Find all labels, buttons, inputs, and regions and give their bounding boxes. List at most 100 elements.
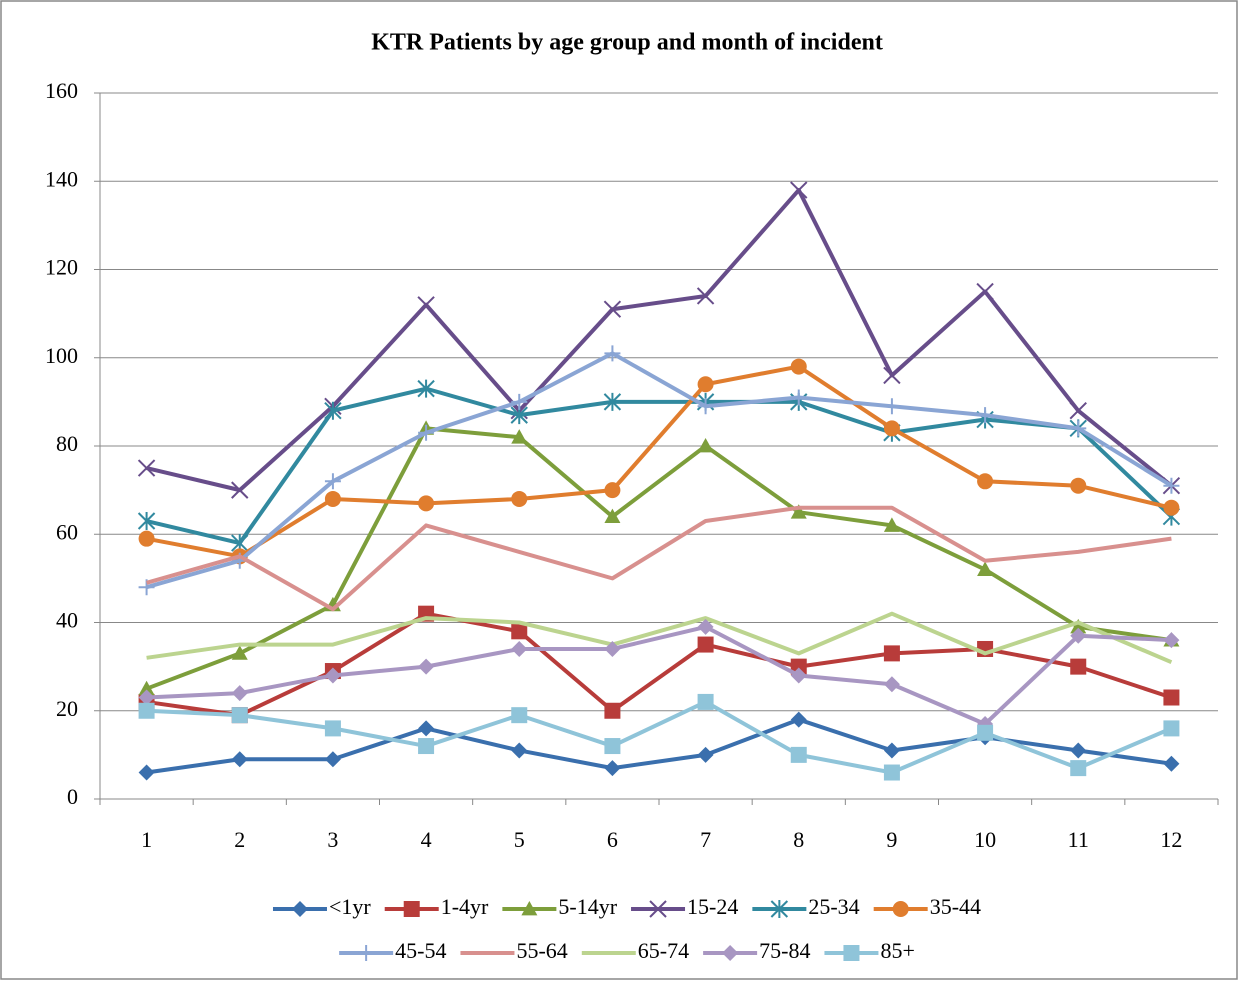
- marker: [1163, 755, 1180, 772]
- marker: [883, 398, 900, 415]
- marker: [417, 296, 435, 314]
- marker: [511, 393, 528, 410]
- y-tick-label: 60: [56, 519, 78, 544]
- series-line: [146, 351, 1173, 590]
- marker: [790, 504, 807, 519]
- marker: [697, 618, 714, 635]
- legend-label: 65-74: [638, 938, 689, 963]
- marker: [1070, 420, 1087, 437]
- marker: [977, 724, 994, 741]
- marker: [790, 746, 807, 763]
- marker: [790, 667, 807, 684]
- marker: [1070, 627, 1087, 644]
- marker: [604, 702, 621, 719]
- marker: [603, 392, 622, 411]
- marker: [138, 680, 155, 696]
- series-line: [146, 611, 1173, 665]
- marker: [138, 530, 155, 547]
- marker: [511, 490, 528, 507]
- marker: [843, 945, 860, 961]
- legend-label: 15-24: [687, 894, 738, 919]
- marker: [137, 459, 156, 477]
- marker: [418, 658, 435, 675]
- y-tick-label: 160: [45, 78, 78, 103]
- legend-item: 55-64: [460, 938, 568, 963]
- legend-label: 25-34: [808, 894, 859, 919]
- legend-item: 75-84: [703, 938, 810, 963]
- marker: [604, 345, 621, 362]
- marker: [790, 358, 807, 375]
- marker: [883, 676, 900, 693]
- marker: [138, 689, 155, 706]
- marker: [403, 901, 420, 917]
- marker: [1070, 658, 1087, 675]
- x-tick-label: 6: [607, 827, 618, 852]
- y-tick-label: 40: [56, 608, 78, 633]
- marker: [231, 707, 248, 724]
- legend-item: 45-54: [339, 938, 446, 963]
- legend-item: 65-74: [581, 938, 689, 963]
- x-tick-label: 3: [327, 827, 338, 852]
- legend-label: 35-44: [930, 894, 981, 919]
- x-tick-label: 12: [1160, 827, 1182, 852]
- marker: [1163, 689, 1180, 706]
- marker: [511, 640, 528, 657]
- marker: [418, 424, 435, 441]
- marker: [604, 640, 621, 657]
- marker: [137, 512, 156, 531]
- marker: [138, 702, 155, 719]
- marker: [231, 481, 249, 499]
- marker: [697, 438, 714, 453]
- x-tick-label: 4: [421, 827, 432, 852]
- marker: [324, 473, 341, 490]
- legend-item: 85+: [824, 938, 915, 963]
- x-tick-label: 8: [793, 827, 804, 852]
- marker: [976, 282, 994, 301]
- legend-label: 85+: [880, 938, 914, 963]
- legend-item: 35-44: [873, 894, 981, 919]
- marker: [883, 366, 901, 385]
- x-tick-label: 1: [141, 827, 152, 852]
- marker: [697, 376, 714, 393]
- marker: [324, 490, 341, 507]
- legend-item: 5-14yr: [502, 894, 618, 919]
- marker: [977, 473, 994, 490]
- marker: [1163, 499, 1180, 516]
- marker: [604, 738, 621, 755]
- marker: [722, 945, 739, 961]
- chart-title: KTR Patients by age group and month of i…: [371, 30, 883, 56]
- marker: [696, 287, 715, 305]
- marker: [883, 645, 900, 662]
- marker: [231, 751, 248, 768]
- y-tick-label: 0: [67, 784, 78, 809]
- legend-label: 75-84: [759, 938, 810, 963]
- marker: [697, 398, 714, 415]
- series-line: [146, 505, 1172, 612]
- marker: [883, 764, 900, 781]
- series-line: [146, 188, 1173, 493]
- marker: [892, 901, 909, 917]
- marker: [604, 482, 621, 499]
- legend-item: <1yr: [272, 894, 371, 919]
- marker: [604, 760, 621, 777]
- legend-label: 55-64: [516, 938, 567, 963]
- legend-label: <1yr: [329, 894, 371, 919]
- marker: [697, 636, 714, 653]
- legend-item: 15-24: [631, 894, 738, 919]
- marker: [1163, 477, 1180, 494]
- marker: [418, 720, 435, 737]
- marker: [790, 389, 807, 406]
- legend-label: 45-54: [395, 938, 446, 963]
- legend-row: <1yr 1-4yr 5-14yr 15-24 25-34 35-44: [272, 894, 981, 919]
- legend-item: 25-34: [752, 894, 860, 919]
- marker: [511, 707, 528, 724]
- series-line: [145, 426, 1172, 691]
- marker: [418, 738, 435, 755]
- x-tick-label: 5: [514, 827, 525, 852]
- marker: [790, 711, 807, 728]
- marker: [977, 561, 994, 576]
- y-tick-label: 100: [45, 343, 78, 368]
- marker: [1070, 477, 1087, 494]
- y-tick-label: 20: [56, 696, 78, 721]
